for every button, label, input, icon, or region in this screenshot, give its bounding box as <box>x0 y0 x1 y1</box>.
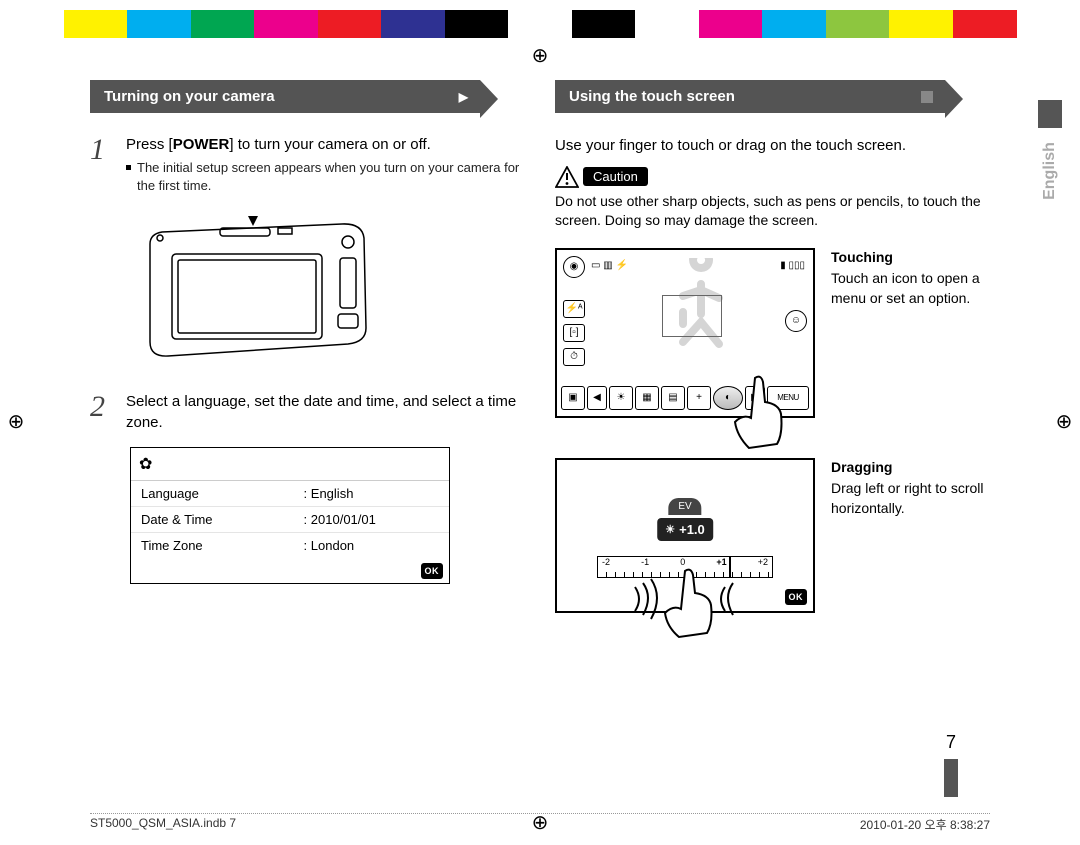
ev-label: EV <box>668 498 701 515</box>
dragging-demo: EV ☀+1.0 -2 -1 0 +1 +2 OK <box>555 458 990 613</box>
ev-value: ☀+1.0 <box>657 518 713 541</box>
wb-icon[interactable]: ▦ <box>635 386 659 410</box>
warning-icon <box>555 166 577 186</box>
step-1-text: Press [POWER] to turn your camera on or … <box>126 135 525 194</box>
step-number: 2 <box>90 392 114 433</box>
caution-text: Do not use other sharp objects, such as … <box>555 192 990 230</box>
touching-demo: ◉ ▭ ▥ ⚡ ▮ ▯▯▯ ⚡ᴬ [▫] ⏱ ☺ ▣ ◀ ☀ <box>555 248 990 418</box>
ok-button[interactable]: OK <box>785 589 808 605</box>
step-1: 1 Press [POWER] to turn your camera on o… <box>90 135 525 194</box>
focus-frame <box>662 295 722 337</box>
status-icons: ▭ ▥ ⚡ <box>591 260 628 271</box>
section-heading-right: Using the touch screen <box>555 80 945 113</box>
footer-filename: ST5000_QSM_ASIA.indb 7 <box>90 816 236 833</box>
caution-row: Caution <box>555 166 990 186</box>
stop-icon <box>921 91 933 103</box>
step-number: 1 <box>90 135 114 194</box>
color-calibration-bar <box>0 10 1080 38</box>
language-tab: English <box>1038 100 1062 210</box>
touching-body: Touch an icon to open a menu or set an o… <box>831 269 990 308</box>
step-2: 2 Select a language, set the date and ti… <box>90 392 525 433</box>
caution-label: Caution <box>583 167 648 186</box>
gear-icon: ✿ <box>131 448 449 481</box>
footer-timestamp: 2010-01-20 오후 8:38:27 <box>860 816 990 833</box>
hand-drag-icon <box>627 565 757 655</box>
touching-title: Touching <box>831 248 990 268</box>
ev-icon[interactable]: ☀ <box>609 386 633 410</box>
page-number: 7 <box>944 732 958 797</box>
battery-icon: ▮ ▯▯▯ <box>780 260 805 271</box>
prev-icon[interactable]: ◀ <box>587 386 607 410</box>
dragging-title: Dragging <box>831 458 990 478</box>
print-footer: ST5000_QSM_ASIA.indb 7 2010-01-20 오후 8:3… <box>90 813 990 833</box>
hand-touch-icon <box>723 372 793 452</box>
touch-screen-1: ◉ ▭ ▥ ⚡ ▮ ▯▯▯ ⚡ᴬ [▫] ⏱ ☺ ▣ ◀ ☀ <box>555 248 815 418</box>
mode-icon[interactable]: ◉ <box>563 256 585 278</box>
registration-mark-left: ⊕ <box>4 410 28 434</box>
plus-icon[interactable]: + <box>687 386 711 410</box>
gallery-icon[interactable]: ▣ <box>561 386 585 410</box>
section-heading-left: Turning on your camera ▶ <box>90 80 480 113</box>
play-icon: ▶ <box>459 90 468 104</box>
registration-mark-right: ⊕ <box>1052 410 1076 434</box>
left-column: Turning on your camera ▶ 1 Press [POWER]… <box>90 80 525 613</box>
settings-row: Date & Time2010/01/01 <box>131 507 449 533</box>
flash-icon[interactable]: ⚡ᴬ <box>563 300 585 318</box>
camera-diagram <box>130 214 390 364</box>
touch-screen-2: EV ☀+1.0 -2 -1 0 +1 +2 OK <box>555 458 815 613</box>
timer-icon[interactable]: ⏱ <box>563 348 585 366</box>
focus-icon[interactable]: [▫] <box>563 324 585 342</box>
step-2-text: Select a language, set the date and time… <box>126 392 525 433</box>
face-icon[interactable]: ☺ <box>785 310 807 332</box>
right-column: Using the touch screen Use your finger t… <box>555 80 990 613</box>
registration-mark-top: ⊕ <box>528 44 552 68</box>
ok-button[interactable]: OK <box>421 563 444 579</box>
settings-row: LanguageEnglish <box>131 481 449 507</box>
touch-intro: Use your finger to touch or drag on the … <box>555 135 990 156</box>
settings-row: Time ZoneLondon <box>131 533 449 558</box>
iso-icon[interactable]: ▤ <box>661 386 685 410</box>
settings-box: ✿ LanguageEnglishDate & Time2010/01/01Ti… <box>130 447 450 584</box>
step-1-bullet: The initial setup screen appears when yo… <box>126 159 525 194</box>
dragging-body: Drag left or right to scroll horizontall… <box>831 479 990 518</box>
